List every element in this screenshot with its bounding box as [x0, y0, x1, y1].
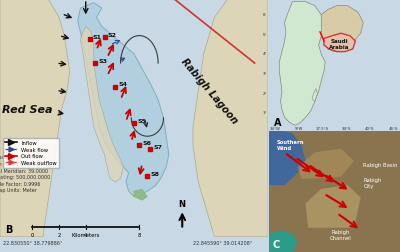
Polygon shape [321, 7, 363, 52]
Legend: Inflow, Weak flow, Out flow, Weak outflow: Inflow, Weak flow, Out flow, Weak outflo… [3, 138, 59, 168]
Text: S5: S5 [137, 118, 146, 123]
Text: N: N [179, 199, 186, 208]
Text: S3: S3 [98, 58, 107, 63]
Polygon shape [269, 131, 400, 252]
Text: 40°S: 40°S [365, 127, 374, 131]
Text: 8: 8 [138, 232, 141, 237]
Text: S6: S6 [142, 140, 152, 145]
Text: Spatial Reference
Name: Ain el Abd UTM Zone 37N
Central Meridian: 39.0000
False : Spatial Reference Name: Ain el Abd UTM Z… [0, 155, 56, 193]
Polygon shape [269, 230, 298, 252]
Text: 1°: 1° [263, 111, 268, 115]
Text: Red Sea: Red Sea [2, 104, 52, 114]
Polygon shape [269, 131, 306, 185]
Text: 6°: 6° [263, 13, 268, 17]
Polygon shape [279, 3, 325, 126]
Text: S1: S1 [93, 35, 102, 40]
Polygon shape [298, 149, 354, 179]
Text: Rabigh
Channel: Rabigh Channel [330, 229, 352, 240]
Polygon shape [78, 4, 169, 197]
Text: 22.845590° 39.014208°: 22.845590° 39.014208° [193, 240, 252, 245]
Text: B: B [5, 225, 13, 235]
Polygon shape [80, 27, 123, 182]
Text: Rabigh Lagoon: Rabigh Lagoon [179, 56, 239, 126]
Text: 4: 4 [84, 232, 88, 237]
Polygon shape [312, 89, 317, 102]
Polygon shape [324, 34, 355, 52]
Polygon shape [134, 190, 147, 200]
Text: S8: S8 [151, 171, 160, 176]
Text: S4: S4 [118, 82, 128, 87]
Text: 2°: 2° [263, 91, 268, 95]
Polygon shape [306, 185, 361, 228]
Text: Southern
Wind: Southern Wind [277, 140, 304, 150]
Polygon shape [0, 0, 70, 237]
Text: S7: S7 [153, 144, 162, 149]
Text: C: C [273, 239, 280, 249]
Text: 2: 2 [57, 232, 61, 237]
Text: 46°S: 46°S [389, 127, 398, 131]
Text: 3°: 3° [263, 72, 268, 76]
Polygon shape [193, 0, 268, 237]
Text: 34°W: 34°W [270, 127, 281, 131]
Text: 4°: 4° [263, 52, 268, 56]
Text: 5°: 5° [263, 33, 268, 36]
Text: 17.5°S: 17.5°S [316, 127, 329, 131]
Text: Saudi
Arabia: Saudi Arabia [329, 39, 350, 50]
Text: S2: S2 [108, 33, 117, 38]
Text: Rabigh
City: Rabigh City [363, 177, 382, 188]
Text: 0: 0 [30, 232, 34, 237]
Text: Rabigh Basin: Rabigh Basin [363, 163, 398, 167]
Text: 9°W: 9°W [295, 127, 303, 131]
Text: Kilometers: Kilometers [72, 232, 100, 237]
Text: 34°S: 34°S [342, 127, 351, 131]
Text: A: A [274, 118, 282, 128]
Text: 22.830550° 38.779886°: 22.830550° 38.779886° [3, 240, 62, 245]
